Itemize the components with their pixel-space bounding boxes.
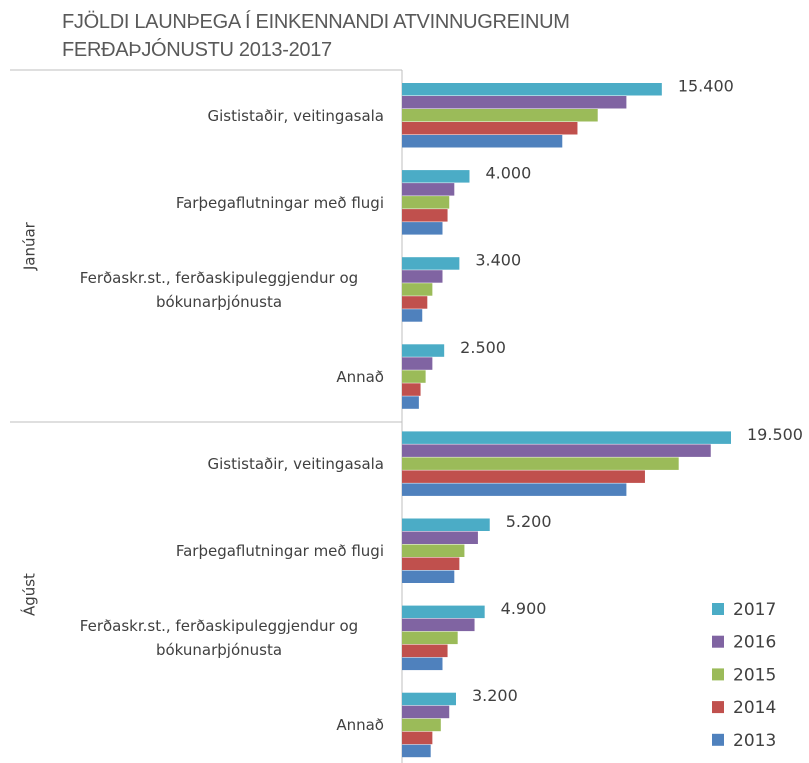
category-text: Farþegaflutningar með flugi — [175, 542, 384, 560]
bar — [402, 183, 455, 196]
group-label: Ágúst — [20, 573, 39, 616]
bar — [402, 718, 441, 732]
bar — [402, 431, 731, 444]
legend-swatch — [712, 603, 724, 615]
category-text: Farþegaflutningar með flugi — [175, 193, 384, 212]
category-label: Ferðaskr.st., ferðaskipuleggjendur og bó… — [54, 266, 384, 314]
bar — [402, 531, 478, 544]
legend-swatch — [712, 635, 724, 648]
legend-swatch — [712, 701, 724, 714]
bar — [402, 744, 431, 758]
bar — [402, 270, 443, 283]
bar — [402, 109, 598, 122]
bar — [402, 705, 450, 719]
bar — [402, 209, 448, 222]
bar — [402, 135, 563, 148]
value-label: 15.400 — [678, 77, 734, 96]
bar — [402, 257, 460, 270]
bar — [402, 344, 445, 357]
bar — [402, 122, 578, 135]
bar — [402, 96, 627, 109]
category-label: Ferðaskr.st., ferðaskipuleggjendur og bó… — [54, 614, 384, 662]
bar — [402, 518, 490, 531]
value-label: 3.400 — [475, 251, 521, 270]
legend-swatch — [712, 733, 724, 746]
category-label: Annað — [336, 713, 384, 737]
category-label: Annað — [336, 365, 384, 389]
bar — [402, 170, 470, 183]
bar — [402, 383, 421, 396]
bar — [402, 396, 419, 409]
bar — [402, 309, 423, 322]
bar — [402, 457, 679, 470]
bar — [402, 605, 485, 619]
category-label: Farþegaflutningar með flugi — [176, 191, 384, 215]
category-text: Gististaðir, veitingasala — [207, 106, 385, 125]
category-label: Gististaðir, veitingasala — [208, 452, 385, 476]
bar — [402, 483, 627, 496]
category-text: Ferðaskr.st., ferðaskipuleggjendur og bó… — [79, 617, 359, 660]
bar — [402, 557, 460, 570]
bar — [402, 570, 455, 583]
legend-label: 2017 — [733, 600, 776, 620]
bar — [402, 296, 428, 309]
bar — [402, 657, 443, 671]
category-text: Gististaðir, veitingasala — [207, 454, 385, 473]
legend-label: 2015 — [733, 665, 776, 685]
bar — [402, 544, 465, 557]
bar — [402, 370, 426, 383]
category-label: Gististaðir, veitingasala — [208, 104, 385, 128]
bar — [402, 631, 458, 645]
value-label: 5.200 — [506, 512, 552, 531]
value-label: 2.500 — [460, 338, 506, 357]
bar — [402, 731, 433, 745]
bar — [402, 470, 645, 483]
value-label: 4.900 — [501, 599, 547, 618]
bar — [402, 444, 711, 457]
legend-swatch — [712, 668, 724, 681]
bar — [402, 196, 450, 209]
group-label: Janúar — [21, 221, 39, 271]
legend-label: 2014 — [733, 698, 776, 718]
value-label: 4.000 — [485, 164, 531, 183]
category-text: Annað — [336, 716, 384, 735]
bar — [402, 222, 443, 235]
chart-title: FJÖLDI LAUNÞEGA Í EINKENNANDI ATVINNUGRE… — [62, 11, 570, 61]
value-label: 19.500 — [747, 425, 803, 444]
bar — [402, 692, 456, 706]
value-label: 3.200 — [472, 686, 518, 705]
category-label: Farþegaflutningar með flugi — [176, 539, 384, 563]
legend-label: 2016 — [733, 633, 776, 653]
bar — [402, 618, 475, 632]
bar — [402, 644, 448, 658]
legend-label: 2013 — [733, 731, 776, 751]
bar — [402, 357, 433, 370]
category-text: Ferðaskr.st., ferðaskipuleggjendur og bó… — [79, 268, 359, 311]
bar — [402, 83, 662, 96]
bar — [402, 283, 433, 296]
category-text: Annað — [336, 367, 384, 386]
